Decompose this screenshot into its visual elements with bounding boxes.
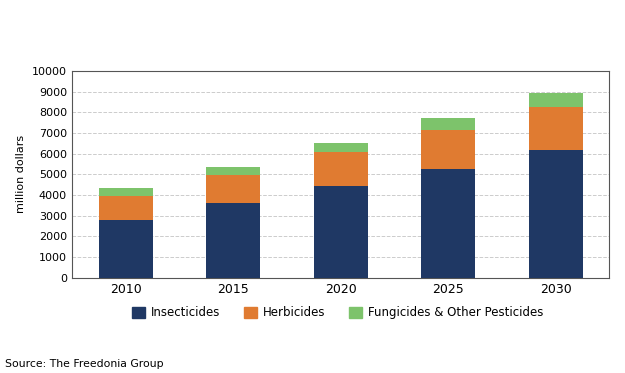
Bar: [99, 188, 152, 196]
Bar: [314, 186, 368, 278]
Y-axis label: million dollars: million dollars: [16, 135, 26, 213]
Text: Global Consumer Pesticide Demand by Product, 2010 – 2030 (million dollars): Global Consumer Pesticide Demand by Prod…: [5, 13, 444, 23]
Bar: [206, 203, 260, 278]
Bar: [206, 167, 260, 175]
Bar: [529, 107, 582, 150]
Text: Freedonia: Freedonia: [509, 46, 575, 59]
Bar: [99, 220, 152, 278]
Bar: [421, 130, 475, 169]
Bar: [314, 143, 368, 151]
Bar: [206, 175, 260, 203]
Text: Source: The Freedonia Group: Source: The Freedonia Group: [5, 358, 164, 369]
Bar: [529, 150, 582, 278]
Bar: [421, 169, 475, 278]
Bar: [314, 151, 368, 186]
Bar: [421, 119, 475, 130]
Legend: Insecticides, Herbicides, Fungicides & Other Pesticides: Insecticides, Herbicides, Fungicides & O…: [127, 302, 548, 324]
Bar: [529, 93, 582, 107]
Bar: [99, 196, 152, 220]
